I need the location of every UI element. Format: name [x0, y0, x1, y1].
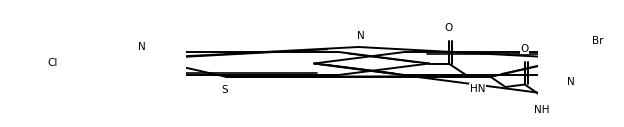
Text: N: N — [567, 77, 575, 87]
Text: Br: Br — [592, 36, 604, 45]
Text: NH: NH — [534, 105, 549, 115]
Text: HN: HN — [470, 84, 485, 94]
Text: O: O — [444, 23, 452, 33]
Text: S: S — [221, 85, 228, 95]
Text: Cl: Cl — [47, 59, 58, 68]
Text: N: N — [358, 31, 365, 41]
Text: O: O — [520, 44, 529, 54]
Text: N: N — [138, 42, 145, 52]
